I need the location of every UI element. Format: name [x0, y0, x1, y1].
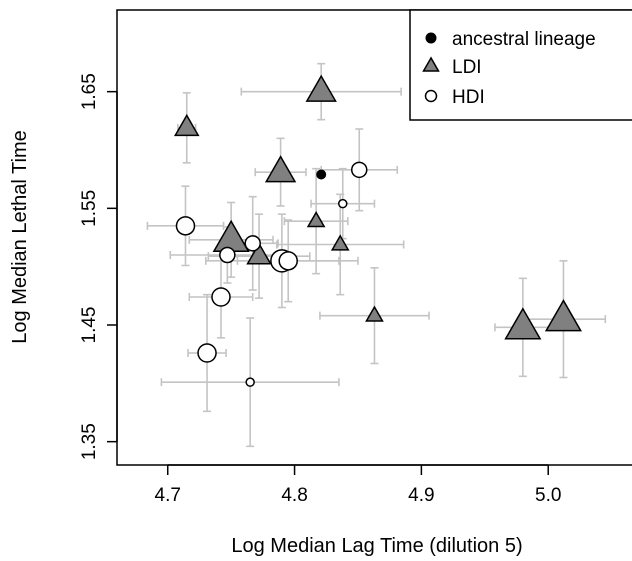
x-axis: 4.7 4.8 4.9 5.0	[155, 464, 561, 506]
y-tick-label: 1.45	[79, 307, 100, 344]
legend-items: ancestral lineage LDI HDI	[422, 29, 596, 108]
hdi-point	[278, 251, 298, 271]
legend: ancestral lineage LDI HDI	[409, 9, 632, 121]
ldi-point	[173, 113, 200, 137]
legend-symbol-open-circle	[424, 89, 438, 103]
legend-symbol-filled-circle	[425, 32, 437, 44]
hdi-point	[244, 235, 261, 252]
ldi-point	[330, 234, 350, 251]
x-tick-label: 4.8	[281, 485, 307, 506]
x-axis-title: Log Median Lag Time (dilution 5)	[231, 535, 522, 557]
ldi-point	[264, 155, 297, 183]
ldi-point	[544, 299, 582, 332]
x-tick-label: 5.0	[535, 485, 561, 506]
ancestral-point	[316, 169, 327, 180]
y-tick-label: 1.35	[79, 423, 100, 460]
legend-label: HDI	[452, 87, 485, 108]
hdi-point	[245, 377, 255, 387]
y-tick-label: 1.55	[79, 190, 100, 227]
legend-box	[409, 9, 632, 121]
x-tick-label: 4.9	[408, 485, 434, 506]
ldi-point	[305, 74, 337, 102]
data-markers	[173, 74, 582, 387]
hdi-point	[175, 216, 196, 236]
hdi-point	[219, 246, 236, 264]
ldi-point	[504, 307, 542, 340]
y-axis: 1.35 1.45 1.55 1.65	[79, 73, 118, 460]
x-tick-label: 4.7	[155, 485, 181, 506]
hdi-point	[211, 287, 231, 307]
y-axis-title: Log Median Lethal Time	[9, 130, 31, 343]
hdi-point	[350, 161, 368, 179]
legend-label: ancestral lineage	[452, 29, 596, 50]
hdi-point	[197, 343, 217, 363]
hdi-point	[338, 198, 348, 209]
ldi-point	[365, 305, 384, 322]
ldi-point	[246, 242, 272, 265]
legend-label: LDI	[452, 57, 482, 78]
y-tick-label: 1.65	[79, 73, 100, 110]
legend-symbol-triangle	[422, 56, 440, 72]
ldi-point	[306, 210, 326, 228]
